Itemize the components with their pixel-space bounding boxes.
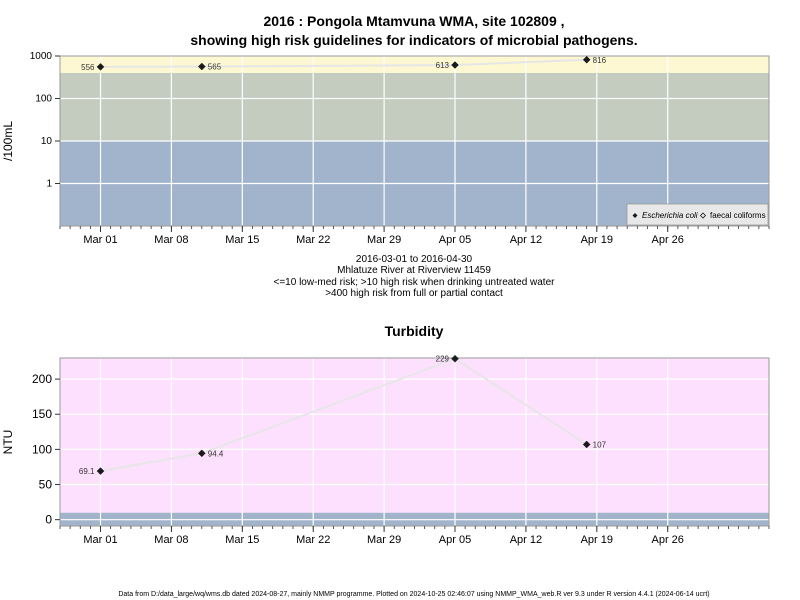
chart1-caption-line4: >400 high risk from full or partial cont… [325, 288, 503, 299]
risk-band-1 [60, 358, 769, 513]
footer-note: Data from D:/data_large/wq/wms.db dated … [118, 591, 709, 598]
x-tick-label: Mar 01 [83, 534, 117, 546]
x-tick-label: Mar 08 [154, 534, 188, 546]
chart2-title: Turbidity [385, 323, 444, 339]
data-point [197, 449, 206, 458]
data-label: 565 [208, 63, 222, 72]
y-tick-label: 200 [32, 372, 52, 386]
x-tick-label: Mar 22 [296, 234, 330, 246]
x-tick-label: Mar 15 [225, 234, 259, 246]
data-point [451, 61, 459, 69]
legend-box [626, 203, 769, 226]
chart1-caption-line1: 2016-03-01 to 2016-04-30 [356, 254, 473, 265]
legend-faecal-marker [699, 212, 707, 219]
data-label: 107 [593, 440, 607, 449]
y-tick-label: 150 [32, 407, 52, 421]
y-tick-label: 1 [46, 179, 52, 190]
bacteria-chart: Mar 01 Mar 08 Mar 15 Mar 22 Mar 29 Apr 05 Apr … [1, 51, 770, 246]
data-point [96, 62, 105, 71]
data-label: 69.1 [79, 467, 95, 476]
legend: Escherichia coli faecal coliforms [626, 203, 769, 226]
risk-band-1 [60, 72, 769, 141]
y-axis-title: /100mL [1, 121, 15, 161]
x-tick-label: Apr 19 [581, 234, 613, 246]
series-line [100, 58, 587, 68]
y-tick-label: 10 [41, 136, 53, 147]
data-label: 556 [81, 63, 95, 72]
x-tick-label: Apr 26 [652, 534, 684, 546]
data-label: 94.4 [208, 449, 224, 458]
data-label: 229 [436, 355, 450, 364]
chart1-title-line2: showing high risk guidelines for indicat… [190, 32, 637, 48]
series-line [100, 357, 588, 473]
x-tick-label: Apr 12 [510, 234, 542, 246]
legend-ecoli-label: Escherichia coli [642, 211, 698, 220]
y-tick-label: 1000 [30, 51, 53, 62]
chart1-caption-line2: Mhlatuze River at Riverview 11459 [337, 265, 491, 276]
turbidity-chart: Mar 01 Mar 08 Mar 15 Mar 22 Mar 29 Apr 05 Apr … [1, 354, 770, 546]
y-axis-title: NTU [1, 430, 15, 455]
legend-ecoli-marker [632, 213, 638, 218]
chart1-title-line1: 2016 : Pongola Mtamvuna WMA, site 102809… [263, 13, 564, 29]
data-point [451, 354, 459, 363]
data-point [96, 467, 105, 475]
x-tick-label: Apr 26 [652, 234, 684, 246]
x-tick-label: Mar 22 [296, 534, 330, 546]
x-tick-label: Mar 29 [367, 534, 401, 546]
data-label: 613 [436, 61, 450, 70]
y-tick-label: 100 [35, 94, 52, 105]
x-tick-label: Mar 01 [83, 234, 117, 246]
data-point [582, 440, 591, 449]
x-tick-label: Mar 29 [367, 234, 401, 246]
x-tick-label: Apr 12 [510, 534, 542, 546]
data-point [582, 55, 591, 64]
x-tick-label: Mar 15 [225, 534, 259, 546]
y-tick-label: 0 [45, 513, 52, 527]
data-point [197, 62, 206, 71]
x-tick-label: Mar 08 [154, 234, 188, 246]
data-label: 816 [593, 56, 607, 65]
y-tick-label: 50 [39, 478, 53, 492]
x-tick-label: Apr 05 [439, 534, 471, 546]
legend-faecal-label: faecal coliforms [710, 211, 766, 220]
x-tick-label: Apr 05 [439, 234, 471, 246]
chart1-caption-line3: <=10 low-med risk; >10 high risk when dr… [274, 277, 556, 288]
x-tick-label: Apr 19 [581, 534, 613, 546]
y-tick-label: 100 [32, 442, 52, 456]
